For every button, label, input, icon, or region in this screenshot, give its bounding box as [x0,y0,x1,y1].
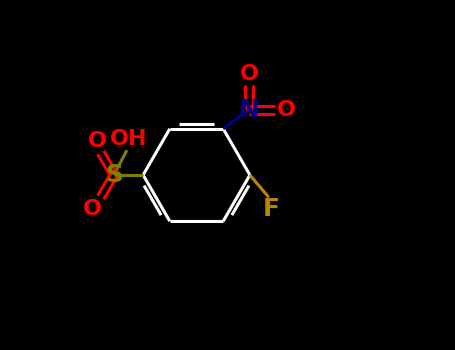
Text: F: F [263,197,280,221]
Text: O: O [239,64,258,84]
Text: O: O [276,100,295,120]
Text: N: N [238,98,259,122]
Text: S: S [105,163,123,187]
Text: O: O [83,199,101,219]
Text: O: O [88,131,107,150]
Text: OH: OH [110,129,147,149]
